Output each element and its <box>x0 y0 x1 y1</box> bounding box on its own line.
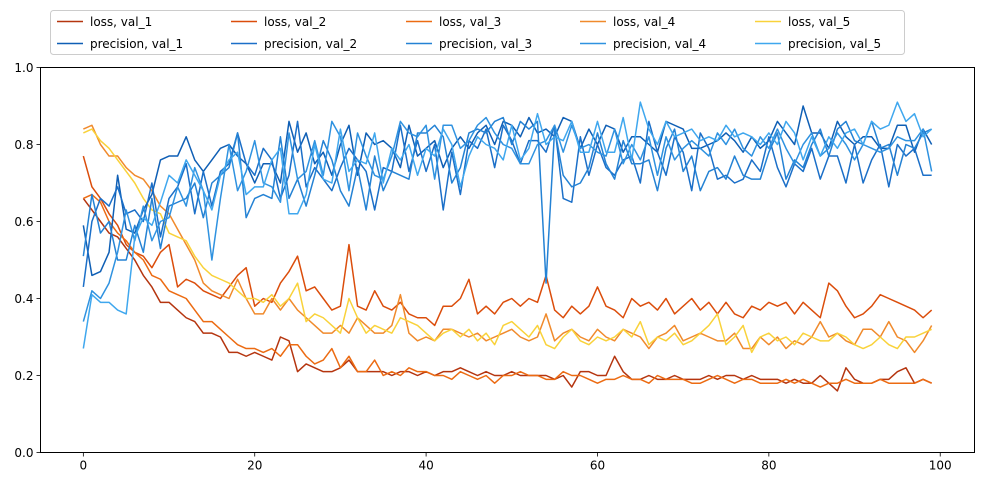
x-tick-label: 80 <box>761 459 776 473</box>
series-line-loss-val-5 <box>83 128 932 354</box>
legend-label: loss, val_5 <box>788 15 850 29</box>
legend-label: precision, val_5 <box>788 37 881 51</box>
legend-label: precision, val_4 <box>613 37 706 51</box>
y-tick-label: 0.6 <box>14 215 33 229</box>
y-tick-label: 0.8 <box>14 138 33 152</box>
series-line-precision-val-5 <box>82 101 933 349</box>
legend-label: loss, val_3 <box>439 15 501 29</box>
series-line-loss-val-3 <box>83 193 932 388</box>
axes-frame <box>40 67 975 453</box>
legend-label: loss, val_1 <box>90 15 152 29</box>
y-tick-label: 1.0 <box>14 61 33 75</box>
y-tick-label: 0.2 <box>14 369 33 383</box>
x-tick-label: 100 <box>929 459 952 473</box>
legend-label: precision, val_2 <box>264 37 357 51</box>
y-tick-label: 0.0 <box>14 446 33 460</box>
x-axis: 0 20 40 60 80 100 <box>80 452 952 473</box>
x-tick-label: 0 <box>80 459 88 473</box>
series-line-precision-val-4 <box>82 116 933 322</box>
plot-series-group <box>82 101 933 392</box>
x-tick-label: 60 <box>590 459 605 473</box>
series-line-loss-val-2 <box>82 155 933 327</box>
legend-label: precision, val_3 <box>439 37 532 51</box>
series-line-precision-val-1 <box>82 105 933 277</box>
legend: loss, val_1 loss, val_2 loss, val_3 loss, v… <box>50 10 905 55</box>
legend-label: precision, val_1 <box>90 37 183 51</box>
y-tick-label: 0.4 <box>14 292 33 306</box>
legend-label: loss, val_4 <box>613 15 675 29</box>
series-line-loss-val-4 <box>83 124 933 354</box>
x-tick-label: 20 <box>247 459 262 473</box>
legend-label: loss, val_2 <box>264 15 326 29</box>
x-tick-label: 40 <box>418 459 433 473</box>
legend-box <box>50 10 905 55</box>
y-axis: 0.0 0.2 0.4 0.6 0.8 1.0 <box>14 61 41 460</box>
